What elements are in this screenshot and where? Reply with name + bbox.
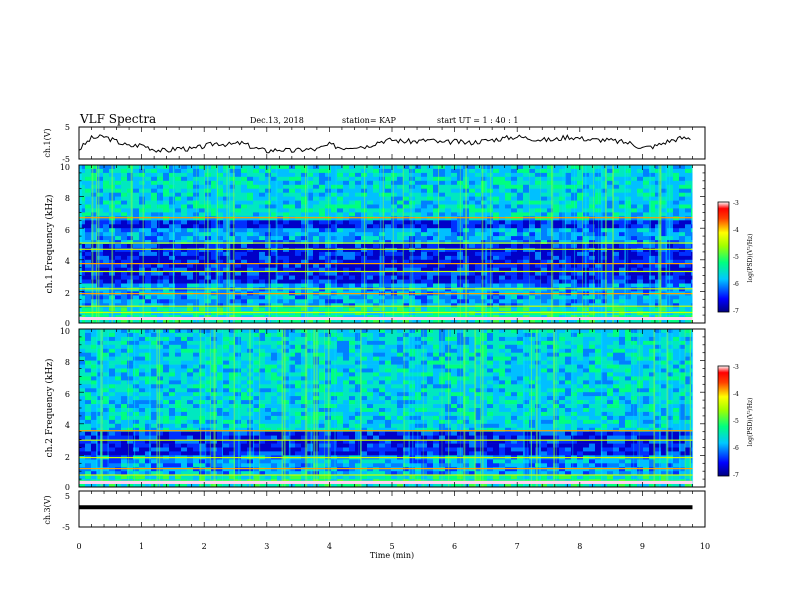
ch3-waveform-panel: 5 -5 ch.3(V)	[43, 490, 706, 532]
ch1-colorbar-tick-m4: -4	[733, 227, 739, 234]
x-tick-8: 8	[577, 542, 582, 551]
x-axis-labels: 0 1 2 3 4 5 6 7 8 9 10 Time (min)	[76, 542, 710, 560]
x-tick-9: 9	[640, 542, 645, 551]
ch1-spectrogram-ytick-6: 6	[65, 226, 70, 235]
ch1-ytick-top: 5	[65, 123, 70, 132]
ch1-spectrogram-panel: 10 8 6 4 2 0 ch.1 Frequency (kHz)	[44, 163, 706, 328]
station-label: station= KAP	[342, 116, 397, 125]
ch1-colorbar-tick-m3: -3	[733, 200, 739, 207]
x-tick-4: 4	[327, 542, 332, 551]
ch2-colorbar-tick-m5: -5	[733, 418, 739, 425]
ch1-waveform-panel: 5 -5 ch.1(V)	[43, 123, 706, 164]
ch1-colorbar-label: log(PSD)(V²/Hz)	[747, 234, 754, 283]
ch3-ytick-bottom: -5	[62, 523, 70, 532]
start-time-label: start UT = 1 : 40 : 1	[437, 116, 518, 125]
ch2-colorbar-label: log(PSD)(V²/Hz)	[747, 398, 754, 447]
ch1-spectrogram-ytick-10: 10	[60, 163, 70, 172]
x-axis-label: Time (min)	[370, 551, 414, 560]
ch1-spectrogram-ytick-0: 0	[65, 319, 70, 328]
x-tick-1: 1	[139, 542, 144, 551]
ch1-colorbar-tick-m6: -6	[733, 281, 739, 288]
ch1-spectrogram-ylabel: ch.1 Frequency (kHz)	[44, 195, 55, 294]
x-tick-5: 5	[389, 542, 394, 551]
ch2-spectrogram-ytick-8: 8	[65, 358, 70, 367]
ch2-spectrogram-image	[79, 329, 694, 488]
ch3-ylabel: ch.3(V)	[43, 495, 52, 524]
x-tick-0: 0	[76, 542, 81, 551]
ch2-colorbar-tick-m6: -6	[733, 445, 739, 452]
ch2-spectrogram-ytick-4: 4	[65, 421, 70, 430]
ch2-colorbar-tick-m4: -4	[733, 391, 739, 398]
ch2-spectrogram-ytick-2: 2	[65, 453, 70, 462]
x-tick-10: 10	[700, 542, 710, 551]
date-label: Dec.13, 2018	[250, 116, 304, 125]
ch1-ylabel: ch.1(V)	[43, 128, 52, 157]
ch1-colorbar-tick-m7: -7	[733, 308, 739, 315]
x-tick-6: 6	[452, 542, 457, 551]
figure-title: VLF Spectra	[79, 112, 156, 126]
ch1-colorbar: -3 -4 -5 -6 -7 log(PSD)(V²/Hz)	[717, 200, 754, 315]
x-tick-2: 2	[202, 542, 207, 551]
ch3-ytick-top: 5	[65, 492, 70, 501]
ch2-spectrogram-ytick-0: 0	[65, 483, 70, 492]
ch2-spectrogram-ytick-10: 10	[60, 327, 70, 336]
ch1-spectrogram-image	[79, 165, 693, 324]
x-axis-ticks	[78, 127, 706, 527]
ch1-ytick-bottom: -5	[62, 155, 70, 164]
x-tick-7: 7	[515, 542, 520, 551]
ch2-colorbar-tick-m3: -3	[733, 364, 739, 371]
ch1-spectrogram-ytick-4: 4	[65, 257, 70, 266]
ch2-spectrogram-ytick-6: 6	[65, 390, 70, 399]
ch1-waveform-line	[78, 134, 691, 154]
ch2-colorbar-tick-m7: -7	[733, 472, 739, 479]
ch1-spectrogram-ytick-8: 8	[65, 194, 70, 203]
ch1-colorbar-tick-m5: -5	[733, 254, 739, 261]
ch2-colorbar: -3 -4 -5 -6 -7 log(PSD)(V²/Hz)	[717, 364, 754, 479]
x-tick-3: 3	[264, 542, 269, 551]
ch2-spectrogram-panel: 10 8 6 4 2 0 ch.2 Frequency (kHz)	[44, 327, 706, 492]
ch1-spectrogram-ytick-2: 2	[65, 289, 70, 298]
ch2-spectrogram-ylabel: ch.2 Frequency (kHz)	[44, 359, 55, 458]
